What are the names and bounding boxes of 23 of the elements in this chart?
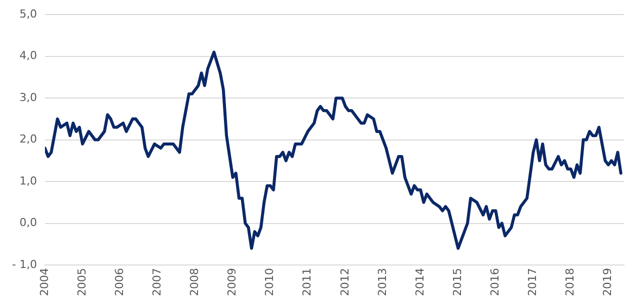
y-tick-label: 4,0	[19, 49, 37, 62]
x-tick-label: 2014	[413, 268, 426, 296]
x-tick-label: 2010	[263, 268, 276, 296]
x-tick-label: 2019	[601, 268, 614, 296]
x-tick-label: 2008	[188, 268, 202, 296]
x-tick-label: 2011	[300, 268, 314, 296]
x-tick-label: 2007	[150, 268, 164, 296]
y-tick-label: 1,0	[19, 174, 37, 188]
x-tick-label: 2016	[488, 268, 502, 296]
y-tick-label: 3,0	[19, 90, 37, 104]
y-tick-label: 0,0	[19, 216, 37, 230]
y-tick-label: - 1,0	[12, 258, 37, 271]
x-tick-label: 2012	[338, 268, 352, 296]
y-tick-label: 5,0	[19, 7, 37, 20]
x-tick-label: 2017	[526, 268, 540, 296]
y-tick-label: 2,0	[19, 132, 37, 146]
x-tick-label: 2013	[376, 268, 389, 296]
x-tick-label: 2005	[75, 268, 88, 296]
x-tick-label: 2004	[38, 268, 51, 296]
x-tick-label: 2015	[450, 268, 464, 296]
x-tick-label: 2006	[112, 268, 126, 296]
x-tick-label: 2009	[226, 268, 239, 296]
x-tick-label: 2018	[564, 268, 577, 296]
